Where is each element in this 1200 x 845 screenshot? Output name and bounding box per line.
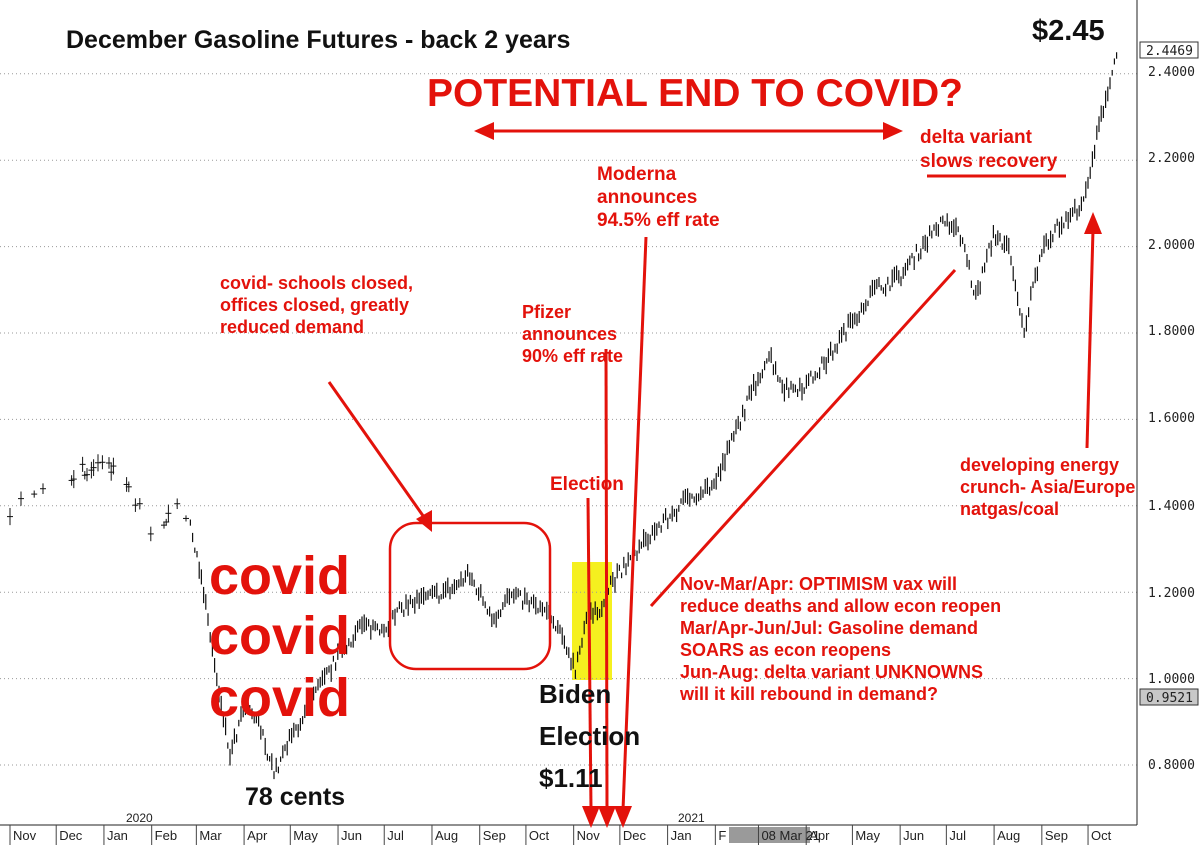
- month-label: Sep: [483, 828, 506, 843]
- headline-text: POTENTIAL END TO COVID?: [427, 72, 963, 115]
- month-label: 08 Mar 21: [761, 828, 820, 843]
- biden-line-3: $1.11: [539, 763, 603, 793]
- month-label: Aug: [435, 828, 458, 843]
- month-label: Jul: [387, 828, 404, 843]
- energy-line-2: crunch- Asia/Europe: [960, 477, 1135, 497]
- month-label: May: [293, 828, 318, 843]
- y-tick-label: 1.6000: [1148, 411, 1195, 426]
- month-label: Aug: [997, 828, 1020, 843]
- delta-line-1: delta variant: [920, 127, 1033, 148]
- election-arrowhead: [582, 806, 600, 828]
- covid-schools-line-1: covid- schools closed,: [220, 273, 413, 293]
- covid-big-2: covid: [209, 606, 350, 666]
- month-label: Jul: [949, 828, 966, 843]
- month-label: Mar: [199, 828, 222, 843]
- optimism-arrow-line: [649, 268, 957, 608]
- moderna-arrow-line: [621, 236, 648, 811]
- y-tick-label: 2.0000: [1148, 238, 1195, 253]
- covid-arrow-line: [327, 381, 428, 521]
- optimism-line-1: Nov-Mar/Apr: OPTIMISM vax will: [680, 574, 957, 594]
- biden-line-2: Election: [539, 721, 640, 751]
- last-price-label: 2.4469: [1146, 44, 1193, 59]
- delta-line-2: slows recovery: [920, 151, 1058, 172]
- covid-arrowhead: [416, 510, 432, 532]
- month-label: Nov: [13, 828, 37, 843]
- chart-title: December Gasoline Futures - back 2 years: [66, 26, 570, 54]
- year-label-2021: 2021: [678, 811, 705, 825]
- y-tick-label: 2.2000: [1148, 151, 1195, 166]
- energy-arrow-line: [1085, 229, 1095, 449]
- moderna-arrowhead: [614, 806, 632, 828]
- biden-line-1: Biden: [539, 679, 611, 709]
- covid-schools-line-3: reduced demand: [220, 317, 364, 337]
- optimism-line-6: will it kill rebound in demand?: [679, 684, 938, 704]
- optimism-line-3: Mar/Apr-Jun/Jul: Gasoline demand: [680, 618, 978, 638]
- headline-arrowhead-right: [883, 122, 903, 140]
- optimism-line-4: SOARS as econ reopens: [680, 640, 891, 660]
- energy-arrowhead: [1084, 212, 1102, 234]
- election-arrow-line: [586, 497, 593, 811]
- year-label-2020: 2020: [126, 811, 153, 825]
- month-label: Sep: [1045, 828, 1068, 843]
- month-label: Jan: [671, 828, 692, 843]
- annotation-arrows: [327, 122, 1102, 828]
- optimism-line-2: reduce deaths and allow econ reopen: [680, 596, 1001, 616]
- pfizer-arrow-line: [604, 348, 609, 811]
- moderna-line-2: announces: [597, 187, 697, 208]
- covid-schools-line-2: offices closed, greatly: [220, 295, 409, 315]
- election-label: Election: [550, 474, 624, 495]
- moderna-line-3: 94.5% eff rate: [597, 210, 720, 231]
- y-tick-label: 1.8000: [1148, 324, 1195, 339]
- last-price-box: [1139, 41, 1199, 59]
- month-label: Apr: [809, 828, 830, 843]
- pfizer-arrowhead: [598, 806, 616, 828]
- moderna-line-1: Moderna: [597, 164, 677, 185]
- grid: [0, 73, 1137, 766]
- pfizer-line-3: 90% eff rate: [522, 346, 623, 366]
- energy-line-1: developing energy: [960, 455, 1119, 475]
- y-tick-label: 1.4000: [1148, 499, 1195, 514]
- pfizer-line-2: announces: [522, 324, 617, 344]
- covid-big-1: covid: [209, 546, 350, 606]
- month-label: May: [855, 828, 880, 843]
- price-top-label: $2.45: [1032, 15, 1105, 47]
- flag-price-box: [1139, 688, 1199, 706]
- month-label: Nov: [577, 828, 601, 843]
- cents-label: 78 cents: [245, 783, 345, 811]
- y-tick-label: 2.4000: [1148, 65, 1195, 80]
- price-bars: [7, 52, 1118, 780]
- y-tick-label: 1.0000: [1148, 672, 1195, 687]
- pfizer-line-1: Pfizer: [522, 302, 571, 322]
- month-label: Oct: [1091, 828, 1112, 843]
- month-label: Dec: [623, 828, 647, 843]
- y-tick-label: 0.8000: [1148, 758, 1195, 773]
- month-label: Jun: [903, 828, 924, 843]
- energy-line-3: natgas/coal: [960, 499, 1059, 519]
- x-axis-months: Nov Dec Jan Feb Mar Apr May Jun Jul Aug Sep Oct Nov D…: [9, 825, 1112, 845]
- month-label: F: [718, 828, 726, 843]
- month-label: Apr: [247, 828, 268, 843]
- flag-price-label: 0.9521: [1146, 691, 1193, 706]
- optimism-line-5: Jun-Aug: delta variant UNKNOWNS: [680, 662, 983, 682]
- covid-range-box: [388, 521, 552, 671]
- month-label: Feb: [155, 828, 177, 843]
- month-label: Jun: [341, 828, 362, 843]
- month-label: Jan: [107, 828, 128, 843]
- month-highlight-box: [729, 827, 810, 843]
- y-tick-label: 1.2000: [1148, 586, 1195, 601]
- month-label: Oct: [529, 828, 550, 843]
- covid-big-3: covid: [209, 668, 350, 728]
- headline-arrowhead-left: [474, 122, 494, 140]
- y-tick-labels: 0.8000 1.0000 1.2000 1.4000 1.6000 1.800…: [1148, 65, 1195, 773]
- month-label: Dec: [59, 828, 83, 843]
